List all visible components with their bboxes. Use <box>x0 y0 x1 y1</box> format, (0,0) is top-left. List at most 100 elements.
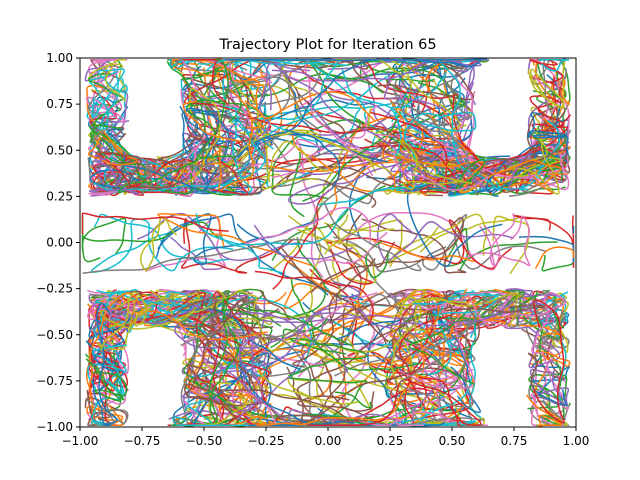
trajectory-line <box>254 59 481 144</box>
trajectory-line <box>389 397 424 426</box>
trajectory-line <box>376 213 515 261</box>
trajectory-line <box>399 296 487 408</box>
trajectory-line <box>323 219 403 268</box>
trajectory-line <box>166 60 214 114</box>
trajectory-line <box>313 183 352 289</box>
trajectory-line <box>323 201 422 272</box>
trajectory-line <box>317 182 430 206</box>
trajectory-line <box>168 291 270 404</box>
trajectory-line <box>92 153 158 193</box>
x-tick-label: 0.00 <box>315 434 342 448</box>
trajectory-line <box>297 65 458 136</box>
trajectory-line <box>240 306 353 347</box>
trajectory-line <box>391 292 520 327</box>
trajectory-line <box>412 294 499 317</box>
trajectory-line <box>438 72 474 165</box>
trajectory-line <box>85 296 125 403</box>
x-tick-label: −1.00 <box>62 434 99 448</box>
trajectory-line <box>386 59 466 179</box>
trajectory-line <box>259 289 291 321</box>
trajectory-line <box>191 150 243 188</box>
trajectory-line <box>507 151 532 191</box>
trajectory-line <box>155 296 219 324</box>
trajectory-line <box>89 90 118 150</box>
trajectory-line <box>153 134 198 162</box>
trajectory-line <box>307 379 482 426</box>
trajectory-line <box>211 154 248 196</box>
trajectory-line <box>528 79 571 149</box>
trajectory-line <box>367 411 454 426</box>
trajectory-line <box>91 68 128 125</box>
trajectory-line <box>84 59 115 82</box>
trajectory-line <box>287 148 414 205</box>
trajectory-line <box>194 326 257 392</box>
x-tick-label: 0.50 <box>439 434 466 448</box>
x-tick-label: 1.00 <box>563 434 590 448</box>
trajectory-line <box>388 213 488 264</box>
trajectory-line <box>393 79 478 195</box>
trajectory-line <box>188 377 255 427</box>
trajectory-line <box>195 188 405 246</box>
trajectory-line <box>393 148 489 191</box>
trajectory-line <box>372 239 475 263</box>
trajectory-line <box>407 95 507 186</box>
trajectory-line <box>89 169 140 191</box>
trajectory-line <box>81 212 229 234</box>
trajectory-line <box>302 99 406 202</box>
trajectory-line <box>92 298 349 374</box>
trajectory-line <box>199 135 281 189</box>
trajectory-line <box>130 310 268 341</box>
trajectory-line <box>529 59 564 83</box>
trajectory-line <box>170 290 230 426</box>
trajectory-line <box>273 60 449 193</box>
trajectory-line <box>502 133 560 195</box>
trajectory-line <box>446 149 568 174</box>
trajectory-line <box>383 70 475 121</box>
trajectory-line <box>295 138 324 279</box>
trajectory-line <box>409 370 475 404</box>
trajectory-line <box>209 298 240 426</box>
trajectory-line <box>333 236 426 273</box>
trajectory-line <box>288 215 361 364</box>
trajectory-line <box>411 288 468 426</box>
trajectory-line <box>87 292 192 382</box>
trajectory-line <box>180 331 198 425</box>
trajectory-line <box>281 247 389 343</box>
trajectory-line <box>527 112 570 156</box>
trajectory-line <box>542 59 564 177</box>
trajectory-line <box>433 158 486 195</box>
trajectory-line <box>526 394 562 427</box>
trajectory-line <box>290 277 421 371</box>
trajectory-line <box>186 364 230 401</box>
trajectory-line <box>105 59 127 102</box>
trajectory-line <box>244 81 271 183</box>
trajectory-line <box>292 258 376 368</box>
y-tick-label: −0.50 <box>36 328 73 342</box>
trajectory-line <box>450 366 481 414</box>
trajectory-line <box>390 296 422 394</box>
trajectory-line <box>236 330 264 421</box>
y-tick-label: 0.25 <box>46 189 73 203</box>
trajectory-line <box>416 111 477 132</box>
trajectory-line <box>445 304 547 313</box>
trajectory-line <box>293 292 378 346</box>
x-tick-label: 0.75 <box>501 434 528 448</box>
trajectory-line <box>532 299 565 424</box>
trajectory-line <box>91 298 151 375</box>
chart-title: Trajectory Plot for Iteration 65 <box>218 37 436 53</box>
trajectory-line <box>518 235 575 263</box>
trajectory-line <box>302 301 403 372</box>
trajectory-line <box>136 212 301 262</box>
trajectory-line <box>145 289 267 350</box>
trajectory-line <box>183 59 229 106</box>
trajectory-line <box>527 59 566 109</box>
trajectory-line <box>384 153 562 194</box>
trajectory-line <box>157 213 313 267</box>
trajectory-line <box>184 383 352 424</box>
trajectory-line <box>272 189 330 290</box>
trajectory-line <box>87 76 115 144</box>
trajectory-line <box>485 159 513 192</box>
trajectory-line <box>427 291 461 376</box>
trajectory-line <box>180 308 301 371</box>
